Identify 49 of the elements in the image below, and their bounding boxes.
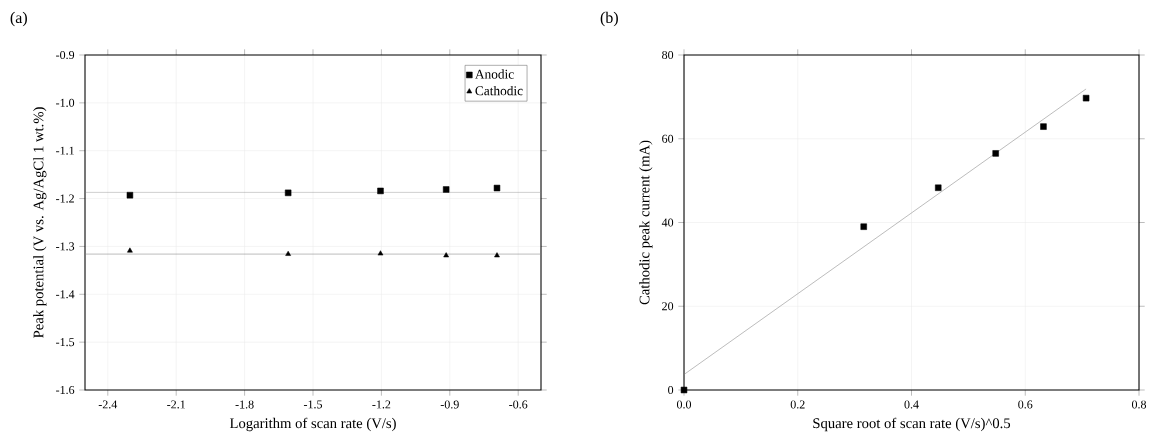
- point: [127, 247, 133, 253]
- x-tick-label: -0.6: [509, 400, 528, 409]
- y-tick-label: -1.5: [56, 338, 75, 347]
- point: [377, 250, 384, 256]
- y-tick-label: -1.2: [56, 194, 74, 203]
- point: [680, 386, 688, 394]
- y-axis-title: Peak potential (V vs. Ag/AgCl 1 wt.%): [33, 107, 47, 338]
- y-tick-label: 60: [662, 134, 674, 143]
- point: [493, 184, 501, 192]
- legend-label: Cathodic: [475, 85, 523, 96]
- y-tick-label: 80: [662, 50, 674, 60]
- y-tick-label: 40: [661, 218, 674, 227]
- x-tick-label: 0.8: [1131, 400, 1147, 409]
- point: [1082, 94, 1090, 102]
- chart-title: (b): [600, 11, 618, 27]
- y-tick-label: -0.9: [56, 50, 75, 60]
- y-tick-label: 0: [668, 385, 674, 395]
- point: [442, 186, 450, 193]
- x-tick-label: -1.5: [303, 400, 323, 409]
- x-tick-label: -1.2: [372, 400, 391, 409]
- point: [443, 252, 449, 258]
- y-tick-label: -1.6: [56, 385, 75, 395]
- point: [935, 184, 942, 191]
- x-tick-label: 0.0: [676, 400, 692, 409]
- y-axis-title: Cathodic peak current (mA): [639, 140, 653, 305]
- x-tick-label: -2.1: [167, 400, 185, 409]
- x-tick-label: -1.8: [235, 400, 254, 409]
- chart-title: (a): [10, 11, 27, 27]
- x-axis-title: Square root of scan rate (V/s)^0.5: [813, 417, 1011, 432]
- y-tick-label: -1.3: [56, 242, 75, 251]
- point: [494, 252, 500, 258]
- point: [285, 250, 291, 256]
- y-tick-label: 20: [662, 302, 674, 311]
- legend-label: Anodic: [475, 69, 514, 79]
- point: [860, 223, 867, 230]
- y-tick-label: -1.1: [56, 146, 74, 155]
- x-tick-label: -0.9: [440, 400, 459, 409]
- point: [126, 192, 134, 199]
- x-tick-label: 0.2: [790, 400, 805, 409]
- point: [1040, 123, 1047, 130]
- x-axis-title: Logarithm of scan rate (V/s): [229, 417, 396, 432]
- point: [377, 187, 384, 195]
- y-tick-label: -1.4: [56, 290, 75, 299]
- x-tick-label: -2.4: [98, 400, 118, 409]
- point: [284, 189, 292, 197]
- x-tick-label: 0.6: [1018, 400, 1033, 409]
- point: [992, 150, 999, 157]
- x-tick-label: 0.4: [904, 400, 919, 409]
- y-tick-label: -1.0: [56, 98, 75, 107]
